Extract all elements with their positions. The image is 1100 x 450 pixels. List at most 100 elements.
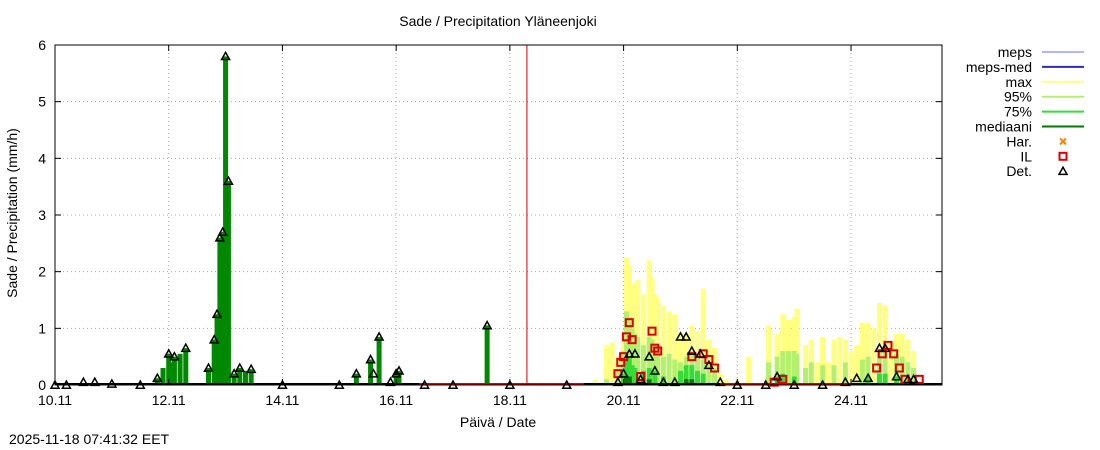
p75-bar <box>894 376 900 385</box>
legend-label: Det. <box>1006 163 1032 179</box>
p95-bar <box>700 359 706 385</box>
det-marker <box>703 359 715 370</box>
p95-bar <box>774 356 780 385</box>
max-bar <box>888 342 894 385</box>
y-axis-label: Sade / Precipitation (mm/h) <box>4 128 20 298</box>
det-marker <box>208 334 220 344</box>
det-marker <box>180 342 192 353</box>
max-bar <box>854 345 860 385</box>
max-bar <box>652 294 658 385</box>
max-bar <box>649 277 655 385</box>
p75-bar <box>660 376 666 385</box>
det-marker <box>481 319 493 330</box>
observed-bar <box>214 314 220 385</box>
p95-bar <box>808 362 814 385</box>
det-marker <box>365 353 376 364</box>
legend-swatch <box>1058 151 1068 161</box>
max-bar <box>655 297 661 385</box>
det-marker <box>891 370 902 381</box>
max-bar <box>660 305 666 385</box>
median-bar <box>689 379 695 385</box>
il-marker <box>627 335 637 345</box>
max-bar <box>865 322 871 385</box>
legend-label: meps-med <box>966 59 1032 75</box>
max-bar <box>766 325 772 385</box>
p95-bar <box>803 368 809 385</box>
legend-label: 95% <box>1004 89 1032 105</box>
p95-bar <box>791 351 797 385</box>
p75-bar <box>629 365 635 385</box>
max-bar <box>803 345 809 385</box>
legend-label: Har. <box>1006 133 1032 149</box>
det-marker <box>393 365 405 375</box>
max-bar <box>700 288 706 385</box>
det-marker <box>879 342 891 353</box>
det-marker <box>618 368 629 378</box>
observed-bars <box>154 56 490 385</box>
p95-bar <box>706 362 712 385</box>
median-bar <box>623 376 629 385</box>
max-bar <box>592 379 598 385</box>
det-marker <box>902 373 914 384</box>
p95-bar <box>635 336 641 385</box>
legend-label: max <box>1006 74 1032 90</box>
max-bar <box>859 322 865 385</box>
p95-bar <box>666 353 672 385</box>
observed-bar <box>220 232 226 385</box>
observed-bar <box>353 373 359 385</box>
il-marker <box>653 346 663 356</box>
p75-bar <box>646 368 652 385</box>
det-marker <box>851 372 862 383</box>
det-marker <box>220 50 231 61</box>
p75-bar <box>689 365 695 385</box>
max-bar <box>666 311 672 385</box>
p95-bar <box>882 351 888 385</box>
max-bar <box>848 351 854 385</box>
det-marker <box>106 378 118 388</box>
y-tick-label: 3 <box>38 207 46 223</box>
det-marker <box>643 351 655 361</box>
max-bar <box>905 339 911 385</box>
observed-bar <box>242 370 248 385</box>
det-marker <box>874 342 885 353</box>
p95-bar <box>646 336 652 385</box>
det-marker <box>214 232 226 242</box>
max-bar <box>604 345 610 385</box>
max-bar <box>794 308 800 385</box>
p95-bar <box>831 365 837 385</box>
il-marker <box>636 372 646 381</box>
median-bar <box>683 379 689 385</box>
p95-bar <box>794 353 800 385</box>
det-marker <box>695 348 706 358</box>
det-marker <box>351 368 362 378</box>
y-tick-label: 2 <box>38 264 46 280</box>
p75-bar <box>626 356 632 385</box>
max-bar <box>609 342 615 385</box>
max-bar <box>635 280 641 385</box>
max-bar <box>814 362 820 385</box>
il-marker <box>647 326 657 336</box>
max-bar <box>831 339 837 385</box>
x-tick-label: 24.11 <box>834 392 868 408</box>
y-tick-label: 4 <box>38 150 46 166</box>
det-marker <box>680 331 692 341</box>
legend-label: 75% <box>1004 104 1032 120</box>
p75-bar <box>683 365 689 385</box>
p95-bar <box>766 362 772 385</box>
det-marker <box>245 363 257 374</box>
p95-bar <box>905 362 911 385</box>
det-marker <box>228 368 240 378</box>
max-bar <box>842 339 848 385</box>
det-marker <box>771 370 783 381</box>
max-bar <box>640 294 646 385</box>
det-marker <box>862 372 874 383</box>
x-axis-label: Päivä / Date <box>460 414 536 430</box>
il-marker <box>687 352 697 362</box>
observed-bar <box>396 370 402 385</box>
det-marker <box>152 372 163 383</box>
il-marker <box>889 349 899 359</box>
chart-title: Sade / Precipitation Yläneenjoki <box>399 13 596 29</box>
y-tick-label: 1 <box>38 320 46 336</box>
plot-area <box>55 45 942 385</box>
